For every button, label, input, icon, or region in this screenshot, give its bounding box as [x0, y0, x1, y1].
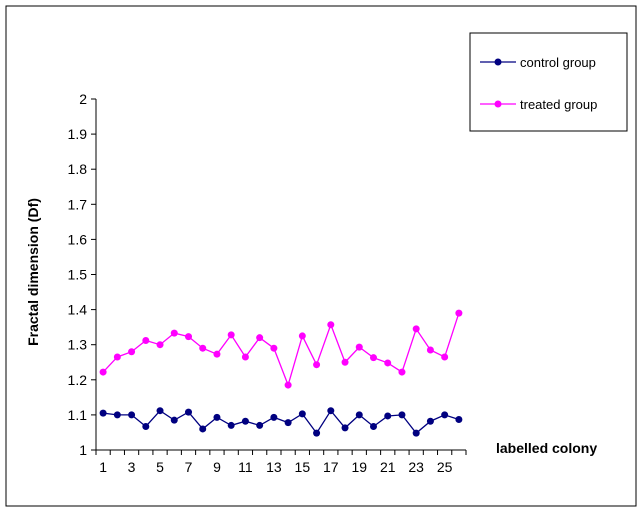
data-point-treated-group: [426, 346, 434, 354]
data-point-control-group: [355, 411, 363, 419]
x-tick-label: 19: [351, 459, 367, 475]
y-axis-label: Fractal dimension (Df): [25, 198, 41, 346]
x-tick-label: 17: [323, 459, 339, 475]
data-point-treated-group: [99, 368, 107, 376]
series-treated-group: [99, 309, 463, 389]
data-point-treated-group: [398, 368, 406, 376]
data-point-control-group: [284, 419, 292, 427]
x-axis-label: labelled colony: [496, 440, 597, 456]
data-point-control-group: [128, 411, 136, 419]
data-point-control-group: [256, 421, 264, 429]
data-point-treated-group: [170, 329, 178, 337]
data-point-treated-group: [227, 331, 235, 339]
x-tick-label: 21: [380, 459, 396, 475]
data-point-control-group: [185, 408, 192, 416]
x-tick-label: 15: [295, 459, 311, 475]
legend-swatch-treated-marker: [494, 100, 502, 108]
y-tick-label: 1.6: [68, 231, 88, 247]
data-point-treated-group: [384, 359, 392, 367]
data-point-treated-group: [341, 358, 349, 366]
y-tick-label: 1.3: [68, 337, 88, 353]
data-point-treated-group: [156, 341, 164, 349]
x-tick-label: 13: [266, 459, 282, 475]
data-point-treated-group: [327, 321, 335, 329]
data-point-control-group: [398, 411, 406, 419]
data-point-treated-group: [455, 309, 463, 317]
data-point-treated-group: [313, 361, 321, 369]
data-point-control-group: [298, 410, 306, 418]
data-point-control-group: [313, 429, 321, 437]
data-point-treated-group: [370, 354, 377, 362]
series-control-group: [99, 407, 463, 437]
y-tick-label: 1.7: [68, 196, 88, 212]
x-tick-label: 1: [99, 459, 107, 475]
data-point-treated-group: [113, 353, 121, 361]
data-point-control-group: [142, 422, 150, 430]
data-point-treated-group: [256, 334, 264, 342]
y-tick-label: 1.5: [68, 267, 88, 283]
data-point-treated-group: [128, 348, 136, 356]
data-point-control-group: [213, 413, 221, 421]
data-point-control-group: [441, 411, 449, 419]
data-point-control-group: [412, 429, 420, 437]
data-point-control-group: [327, 407, 335, 415]
data-point-control-group: [170, 416, 178, 424]
data-point-treated-group: [185, 333, 192, 341]
x-tick-label: 7: [185, 459, 193, 475]
legend-label-treated: treated group: [520, 97, 597, 112]
data-point-control-group: [113, 411, 121, 419]
data-point-control-group: [99, 409, 107, 417]
data-point-control-group: [341, 424, 349, 432]
y-tick-label: 1.4: [68, 302, 88, 318]
y-tick-label: 1: [79, 442, 87, 458]
x-tick-label: 3: [128, 459, 136, 475]
x-tick-label: 25: [437, 459, 453, 475]
series-layer: [99, 309, 463, 437]
data-point-treated-group: [199, 344, 207, 352]
data-point-control-group: [241, 417, 249, 425]
data-point-treated-group: [298, 332, 306, 340]
x-tick-label: 11: [238, 459, 253, 475]
data-point-control-group: [199, 425, 207, 433]
data-point-treated-group: [213, 350, 221, 358]
x-tick-label: 5: [156, 459, 164, 475]
legend-label-control: control group: [520, 55, 596, 70]
data-point-treated-group: [241, 353, 249, 361]
legend-box: [469, 32, 628, 132]
axes: 11.11.21.31.41.51.61.71.81.921 3 5 7 9 11 13 15…: [68, 91, 467, 475]
y-tick-label: 1.1: [68, 407, 88, 423]
data-point-treated-group: [284, 381, 292, 389]
data-point-treated-group: [270, 344, 278, 352]
legend: control group treated group: [469, 32, 628, 132]
y-tick-label: 1.8: [68, 161, 88, 177]
data-point-treated-group: [412, 325, 420, 333]
data-point-control-group: [455, 415, 463, 423]
legend-swatch-control-marker: [494, 58, 502, 66]
data-point-control-group: [384, 412, 392, 420]
data-point-control-group: [156, 407, 164, 415]
y-tick-label: 1.2: [68, 372, 88, 388]
x-tick-label: 9: [213, 459, 221, 475]
y-tick-label: 1.9: [68, 126, 88, 142]
data-point-control-group: [270, 413, 278, 421]
x-tick-label: 23: [408, 459, 424, 475]
y-tick-label: 2: [79, 91, 87, 107]
data-point-treated-group: [441, 353, 449, 361]
data-point-control-group: [370, 422, 377, 430]
data-point-control-group: [227, 421, 235, 429]
data-point-treated-group: [355, 343, 363, 351]
data-point-treated-group: [142, 336, 150, 344]
data-point-control-group: [426, 417, 434, 425]
